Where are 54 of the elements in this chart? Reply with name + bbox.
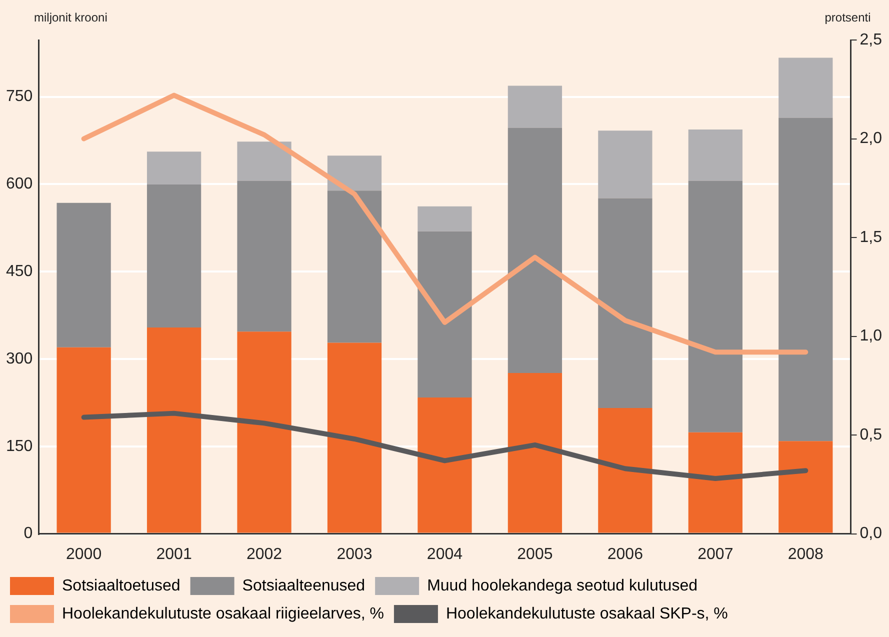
- x-tick-label: 2002: [246, 546, 282, 563]
- bar: [598, 408, 652, 533]
- bar: [56, 347, 111, 533]
- y2-tick-label: 2,0: [860, 130, 882, 148]
- bar: [508, 372, 562, 533]
- bar: [598, 130, 652, 198]
- bar: [508, 128, 562, 373]
- bar: [778, 58, 833, 118]
- y-tick-label: 0: [24, 525, 33, 542]
- bar: [508, 86, 562, 128]
- y2-tick-label: 1,5: [860, 228, 882, 246]
- bar: [56, 202, 111, 348]
- bar: [778, 118, 833, 442]
- y-tick-label: 600: [6, 176, 33, 193]
- bar: [418, 231, 472, 398]
- y2-tick-label: 0,5: [860, 426, 882, 444]
- bar: [237, 180, 292, 332]
- bar: [146, 184, 202, 328]
- y2-axis-title: protsenti: [824, 10, 871, 24]
- bar: [418, 206, 472, 232]
- y-tick-label: 450: [6, 263, 33, 280]
- y2-tick-label: 1,0: [860, 328, 882, 345]
- y-tick-label: 750: [6, 88, 33, 106]
- x-tick-label: 2007: [698, 546, 734, 563]
- bar: [237, 142, 292, 181]
- bar: [146, 328, 202, 533]
- legend-label: Hoolekandekulutuste osakaal riigieelarves, %: [62, 605, 384, 622]
- legend-label: Hoolekandekulutuste osakaal SKP-s, %: [446, 605, 728, 622]
- bar: [327, 342, 382, 533]
- y2-tick-label: 0,0: [860, 525, 882, 542]
- legend-label: Muud hoolekandega seotud kulutused: [427, 577, 698, 594]
- y2-tick-label: 2,5: [860, 31, 882, 48]
- bar: [688, 129, 742, 181]
- bar: [688, 432, 742, 533]
- bar: [418, 397, 472, 533]
- y-axis-title: miljonit krooni: [34, 10, 108, 24]
- x-tick-label: 2008: [788, 546, 824, 563]
- bar: [778, 441, 833, 533]
- bar: [327, 190, 382, 343]
- x-tick-label: 2003: [336, 546, 372, 563]
- y-tick-label: 300: [6, 350, 33, 368]
- bar: [237, 332, 292, 533]
- x-tick-label: 2005: [517, 546, 553, 563]
- legend-label: Sotsiaalteenused: [242, 577, 366, 594]
- x-tick-label: 2004: [426, 546, 463, 563]
- bar: [146, 152, 202, 184]
- legend-label: Sotsiaaltoetused: [62, 577, 180, 594]
- bar: [598, 198, 652, 408]
- x-tick-label: 2000: [66, 546, 102, 563]
- bar: [327, 156, 382, 191]
- x-tick-label: 2006: [607, 546, 644, 563]
- bar: [688, 180, 742, 432]
- x-tick-label: 2001: [156, 546, 192, 563]
- y-tick-label: 150: [6, 438, 33, 455]
